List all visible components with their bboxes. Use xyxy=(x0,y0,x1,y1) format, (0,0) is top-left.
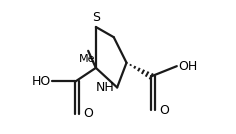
Text: OH: OH xyxy=(178,60,198,73)
Text: NH: NH xyxy=(96,81,115,94)
Text: S: S xyxy=(92,11,100,24)
Text: O: O xyxy=(159,104,169,117)
Text: O: O xyxy=(84,107,93,120)
Text: HO: HO xyxy=(32,75,51,88)
Text: Me: Me xyxy=(79,54,96,64)
